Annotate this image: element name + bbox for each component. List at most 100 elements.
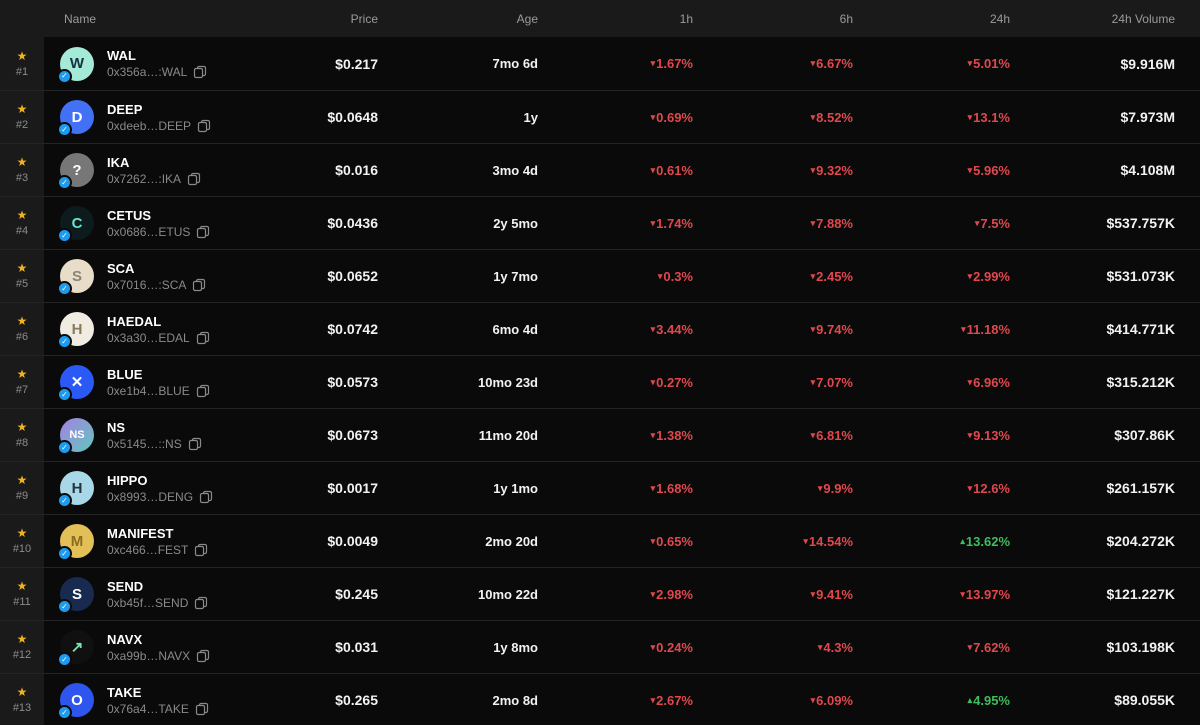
age-value: 10mo 22d bbox=[478, 586, 538, 602]
price-value: $0.0573 bbox=[327, 374, 378, 390]
header-price[interactable]: Price bbox=[350, 11, 378, 26]
change-arrow-icon: ▾ bbox=[961, 323, 966, 334]
token-row[interactable]: ★ #10 M ✓ MANIFEST 0xc466…FEST bbox=[0, 514, 1200, 567]
copy-icon[interactable] bbox=[197, 119, 211, 133]
token-symbol: SCA bbox=[107, 260, 135, 276]
header-1h[interactable]: 1h bbox=[679, 11, 693, 26]
token-icon-wrap: O ✓ bbox=[57, 683, 94, 720]
change-1h: ▾2.67% bbox=[650, 692, 693, 708]
price-value: $0.0436 bbox=[327, 215, 378, 231]
token-row[interactable]: ★ #7 ✕ ✓ BLUE 0xe1b4…BLUE bbox=[0, 355, 1200, 408]
token-row[interactable]: ★ #8 NS ✓ NS 0x5145…::NS bbox=[0, 408, 1200, 461]
copy-icon[interactable] bbox=[195, 702, 209, 716]
token-row[interactable]: ★ #11 S ✓ SEND 0xb45f…SEND bbox=[0, 567, 1200, 620]
token-address: 0x7016…:SCA bbox=[107, 277, 187, 292]
favorite-star-icon[interactable]: ★ bbox=[16, 261, 28, 275]
copy-icon[interactable] bbox=[196, 384, 210, 398]
volume-value: $89.055K bbox=[1114, 692, 1175, 708]
table-header: Name Price Age 1h 6h 24h 24h Volume bbox=[0, 0, 1200, 37]
change-24h: ▾9.13% bbox=[967, 427, 1010, 443]
copy-icon[interactable] bbox=[196, 649, 210, 663]
favorite-star-icon[interactable]: ★ bbox=[16, 155, 28, 169]
rank-cell: ★ #7 bbox=[0, 356, 44, 408]
token-name-block: HIPPO 0x8993…DENG bbox=[107, 473, 213, 504]
price-value: $0.016 bbox=[335, 162, 378, 178]
change-6h: ▾9.41% bbox=[810, 586, 853, 602]
token-address: 0xb45f…SEND bbox=[107, 595, 189, 610]
copy-icon[interactable] bbox=[194, 596, 208, 610]
favorite-star-icon[interactable]: ★ bbox=[16, 685, 28, 699]
volume-value: $537.757K bbox=[1106, 215, 1175, 231]
age-value: 1y 1mo bbox=[493, 480, 538, 496]
age-value: 1y bbox=[523, 109, 538, 125]
favorite-star-icon[interactable]: ★ bbox=[16, 208, 28, 222]
token-address: 0x0686…ETUS bbox=[107, 224, 191, 239]
favorite-star-icon[interactable]: ★ bbox=[16, 314, 28, 328]
rank-label: #10 bbox=[12, 543, 32, 555]
change-arrow-icon: ▾ bbox=[650, 588, 656, 599]
change-6h: ▾9.74% bbox=[810, 321, 853, 337]
favorite-star-icon[interactable]: ★ bbox=[16, 473, 28, 487]
rank-cell: ★ #8 bbox=[0, 409, 44, 461]
name-cell: ? ✓ IKA 0x7262…:IKA bbox=[44, 144, 258, 196]
token-name-block: NAVX 0xa99b…NAVX bbox=[107, 632, 210, 663]
copy-icon[interactable] bbox=[194, 543, 208, 557]
token-name-block: MANIFEST 0xc466…FEST bbox=[107, 526, 208, 557]
favorite-star-icon[interactable]: ★ bbox=[16, 420, 28, 434]
header-name[interactable]: Name bbox=[64, 11, 97, 26]
token-row[interactable]: ★ #3 ? ✓ IKA 0x7262…:IKA bbox=[0, 143, 1200, 196]
token-row[interactable]: ★ #12 ↗ ✓ NAVX 0xa99b…NAVX bbox=[0, 620, 1200, 673]
change-arrow-icon: ▾ bbox=[650, 111, 656, 122]
token-row[interactable]: ★ #13 O ✓ TAKE 0x76a4…TAKE bbox=[0, 673, 1200, 725]
token-row[interactable]: ★ #2 D ✓ DEEP 0xdeeb…DEEP bbox=[0, 90, 1200, 143]
token-row[interactable]: ★ #9 H ✓ HIPPO 0x8993…DENG bbox=[0, 461, 1200, 514]
volume-value: $531.073K bbox=[1106, 268, 1175, 284]
verified-badge-icon: ✓ bbox=[57, 281, 72, 296]
token-row[interactable]: ★ #5 S ✓ SCA 0x7016…:SCA bbox=[0, 249, 1200, 302]
name-cell: W ✓ WAL 0x356a…:WAL bbox=[44, 37, 258, 90]
token-address: 0xc466…FEST bbox=[107, 542, 189, 557]
change-24h: ▴4.95% bbox=[967, 692, 1010, 708]
rank-cell: ★ #10 bbox=[0, 515, 44, 567]
change-arrow-icon: ▴ bbox=[960, 535, 965, 546]
copy-icon[interactable] bbox=[196, 225, 210, 239]
change-arrow-icon: ▾ bbox=[967, 376, 973, 387]
header-24h[interactable]: 24h bbox=[989, 11, 1010, 26]
token-icon-wrap: D ✓ bbox=[57, 100, 94, 137]
rank-label: #4 bbox=[15, 225, 29, 237]
token-name-block: BLUE 0xe1b4…BLUE bbox=[107, 367, 210, 398]
change-arrow-icon: ▾ bbox=[650, 429, 656, 440]
copy-icon[interactable] bbox=[192, 278, 206, 292]
favorite-star-icon[interactable]: ★ bbox=[16, 632, 28, 646]
copy-icon[interactable] bbox=[188, 437, 202, 451]
copy-icon[interactable] bbox=[196, 331, 210, 345]
token-icon-wrap: H ✓ bbox=[57, 312, 94, 349]
name-cell: H ✓ HIPPO 0x8993…DENG bbox=[44, 462, 258, 514]
change-arrow-icon: ▾ bbox=[810, 217, 816, 228]
rank-cell: ★ #2 bbox=[0, 91, 44, 143]
favorite-star-icon[interactable]: ★ bbox=[16, 526, 28, 540]
change-6h: ▾14.54% bbox=[803, 533, 853, 549]
age-value: 2mo 20d bbox=[485, 533, 538, 549]
price-value: $0.031 bbox=[335, 639, 378, 655]
change-24h: ▾11.18% bbox=[961, 321, 1010, 337]
copy-icon[interactable] bbox=[193, 65, 207, 79]
token-symbol: CETUS bbox=[107, 207, 152, 223]
favorite-star-icon[interactable]: ★ bbox=[16, 367, 28, 381]
token-row[interactable]: ★ #6 H ✓ HAEDAL 0x3a30…EDAL bbox=[0, 302, 1200, 355]
change-24h: ▾5.96% bbox=[967, 162, 1010, 178]
change-1h: ▾1.67% bbox=[650, 56, 693, 71]
favorite-star-icon[interactable]: ★ bbox=[16, 102, 28, 116]
favorite-star-icon[interactable]: ★ bbox=[16, 48, 28, 63]
header-age[interactable]: Age bbox=[516, 11, 538, 26]
verified-badge-icon: ✓ bbox=[57, 68, 72, 84]
copy-icon[interactable] bbox=[199, 490, 213, 504]
header-6h[interactable]: 6h bbox=[839, 11, 853, 26]
header-24h-volume[interactable]: 24h Volume bbox=[1111, 11, 1175, 26]
token-row[interactable]: ★ #4 C ✓ CETUS 0x0686…ETUS bbox=[0, 196, 1200, 249]
token-row[interactable]: ★ #1 W ✓ WAL 0x356a…:WAL bbox=[0, 37, 1200, 90]
token-symbol: SEND bbox=[107, 578, 144, 594]
favorite-star-icon[interactable]: ★ bbox=[16, 579, 28, 593]
verified-badge-icon: ✓ bbox=[57, 599, 72, 614]
copy-icon[interactable] bbox=[187, 172, 201, 186]
